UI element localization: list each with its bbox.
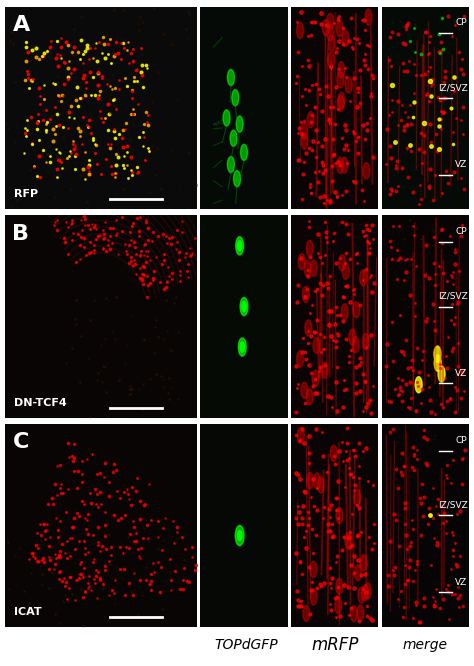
Text: VZ: VZ [455, 577, 467, 587]
Text: TOPdGFP: TOPdGFP [214, 638, 278, 652]
Text: B: B [12, 224, 29, 244]
Circle shape [298, 254, 305, 270]
Circle shape [354, 490, 361, 505]
Circle shape [360, 270, 367, 286]
Circle shape [238, 338, 246, 356]
Text: C: C [12, 432, 29, 452]
Circle shape [242, 302, 246, 312]
Circle shape [318, 477, 324, 493]
Circle shape [328, 52, 335, 68]
Circle shape [327, 25, 334, 41]
Circle shape [305, 320, 312, 336]
Circle shape [301, 382, 308, 398]
Circle shape [228, 157, 235, 172]
Circle shape [342, 263, 349, 280]
Circle shape [303, 605, 310, 621]
Circle shape [223, 110, 230, 126]
Circle shape [415, 377, 422, 393]
Circle shape [363, 163, 370, 179]
Circle shape [230, 130, 237, 147]
Circle shape [338, 92, 345, 109]
Circle shape [345, 77, 352, 93]
Circle shape [304, 260, 311, 276]
Circle shape [350, 605, 357, 621]
Circle shape [297, 427, 304, 444]
Text: DN-TCF4: DN-TCF4 [14, 398, 67, 408]
Circle shape [365, 9, 372, 25]
Circle shape [234, 170, 240, 187]
Text: mRFP: mRFP [311, 636, 359, 654]
Circle shape [341, 304, 348, 320]
Circle shape [360, 555, 367, 571]
Circle shape [313, 338, 320, 354]
Circle shape [237, 240, 242, 251]
Text: CP: CP [456, 19, 467, 27]
Circle shape [438, 366, 445, 382]
Circle shape [330, 445, 337, 462]
Circle shape [365, 583, 371, 599]
Circle shape [322, 19, 329, 36]
Text: VZ: VZ [455, 369, 467, 378]
Circle shape [353, 302, 360, 318]
Text: RFP: RFP [14, 189, 38, 199]
Circle shape [307, 472, 314, 489]
Circle shape [352, 337, 359, 353]
Circle shape [240, 342, 245, 352]
Text: CP: CP [456, 227, 467, 236]
Circle shape [240, 145, 247, 161]
Circle shape [337, 72, 344, 88]
Circle shape [236, 116, 243, 132]
Circle shape [327, 13, 334, 30]
Circle shape [328, 35, 335, 51]
Circle shape [302, 286, 310, 302]
Circle shape [342, 31, 349, 47]
Circle shape [306, 240, 313, 256]
Circle shape [232, 90, 239, 106]
Circle shape [310, 561, 317, 577]
Circle shape [341, 157, 348, 173]
Text: IZ/SVZ: IZ/SVZ [438, 83, 467, 92]
Circle shape [335, 597, 342, 614]
Circle shape [306, 389, 313, 405]
Circle shape [336, 578, 343, 595]
Circle shape [321, 362, 328, 378]
Text: CP: CP [456, 436, 467, 445]
Circle shape [349, 329, 356, 345]
Circle shape [357, 605, 364, 621]
Circle shape [336, 21, 343, 37]
Circle shape [310, 589, 317, 605]
Circle shape [240, 298, 248, 316]
Circle shape [235, 525, 244, 545]
Circle shape [297, 351, 303, 367]
Circle shape [338, 255, 346, 271]
Circle shape [345, 533, 352, 549]
Circle shape [228, 69, 235, 86]
Circle shape [362, 334, 369, 350]
Circle shape [313, 473, 320, 489]
Text: ICAT: ICAT [14, 607, 42, 617]
Circle shape [297, 23, 303, 39]
Circle shape [338, 62, 345, 78]
Circle shape [237, 531, 242, 541]
Circle shape [337, 157, 344, 173]
Text: A: A [12, 15, 30, 35]
Circle shape [236, 236, 244, 255]
Text: merge: merge [402, 638, 447, 652]
Text: VZ: VZ [455, 160, 467, 169]
Circle shape [312, 370, 319, 386]
Circle shape [310, 260, 317, 276]
Circle shape [362, 585, 369, 601]
Circle shape [434, 355, 441, 371]
Text: IZ/SVZ: IZ/SVZ [438, 501, 467, 509]
Circle shape [301, 123, 308, 139]
Circle shape [358, 587, 365, 603]
Circle shape [336, 507, 343, 523]
Circle shape [434, 346, 441, 362]
Text: IZ/SVZ: IZ/SVZ [438, 292, 467, 301]
Circle shape [355, 565, 361, 581]
Circle shape [301, 133, 308, 149]
Circle shape [337, 95, 344, 112]
Circle shape [307, 112, 314, 128]
